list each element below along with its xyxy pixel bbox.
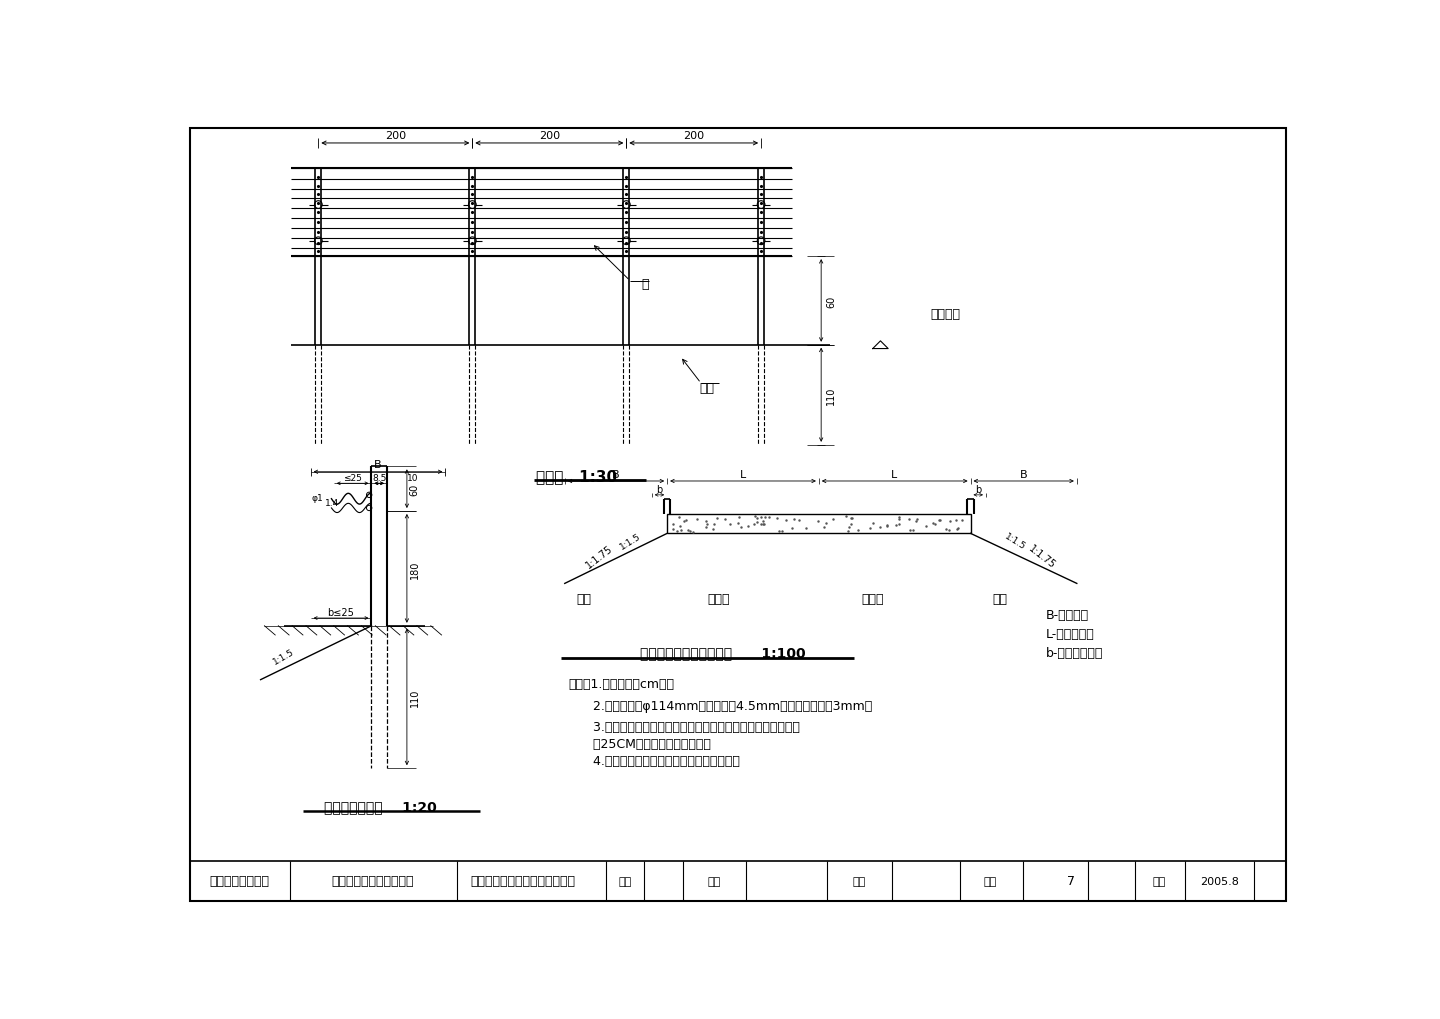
Text: 200: 200 [539, 131, 560, 141]
Text: 日期: 日期 [1152, 875, 1166, 886]
Text: 复核: 复核 [707, 875, 721, 886]
Text: B-路肩宽度: B-路肩宽度 [1045, 608, 1089, 622]
Text: 7: 7 [1067, 874, 1074, 888]
Text: b≤25: b≤25 [327, 607, 354, 618]
Text: L: L [891, 470, 897, 480]
Text: 10: 10 [408, 473, 419, 482]
Text: 说明：1.本图尺寸以cm计。: 说明：1.本图尺寸以cm计。 [569, 678, 674, 690]
Text: 4.当钢护栏设置在弯道时，立柱也应加密。: 4.当钢护栏设置在弯道时，立柱也应加密。 [569, 754, 740, 767]
Text: 60: 60 [409, 483, 419, 495]
Text: B: B [612, 470, 619, 480]
Text: L: L [740, 470, 746, 480]
Text: 审核: 审核 [852, 875, 865, 886]
Text: 板: 板 [642, 277, 649, 290]
Text: 200: 200 [683, 131, 704, 141]
Bar [667, 515, 971, 534]
Text: 打入式波形钢护栏通用图（二）: 打入式波形钢护栏通用图（二） [469, 874, 575, 888]
Text: 1:1.75: 1:1.75 [1027, 543, 1057, 571]
Text: 湖南省公路管理局: 湖南省公路管理局 [210, 874, 269, 888]
Text: 8.5: 8.5 [372, 473, 386, 482]
Text: 立面图   1:30: 立面图 1:30 [536, 469, 616, 484]
Text: 路肩: 路肩 [992, 593, 1008, 605]
Text: 行车道: 行车道 [707, 593, 730, 605]
Text: B: B [1020, 470, 1028, 480]
Text: 200: 200 [384, 131, 406, 141]
Text: 图号: 图号 [984, 875, 996, 886]
Text: 180: 180 [409, 559, 419, 578]
Text: 行车道: 行车道 [861, 593, 884, 605]
Text: φ1: φ1 [312, 493, 324, 502]
Text: 立柱: 立柱 [700, 381, 714, 394]
Text: 3.本图适用于土质路基、立柱外侧填土宽度在取消防阻块仍小: 3.本图适用于土质路基、立柱外侧填土宽度在取消防阻块仍小 [569, 720, 799, 734]
Text: ≤25: ≤25 [343, 473, 361, 482]
Text: 湖南省公路安全保障工程: 湖南省公路安全保障工程 [331, 874, 415, 888]
Text: 标准断面护栏布设位置图      1:100: 标准断面护栏布设位置图 1:100 [639, 646, 805, 660]
Text: b-立柱外侧宽度: b-立柱外侧宽度 [1045, 647, 1103, 659]
Text: 1:1.5: 1:1.5 [1004, 532, 1027, 551]
Text: 于25CM时设置钢护栏的情况。: 于25CM时设置钢护栏的情况。 [569, 738, 710, 750]
Text: L-行车道宽度: L-行车道宽度 [1045, 628, 1094, 640]
Text: 路肩: 路肩 [576, 593, 592, 605]
Text: b: b [975, 485, 982, 495]
Text: 110: 110 [409, 688, 419, 706]
Text: 路侧护栏大样图    1:20: 路侧护栏大样图 1:20 [324, 800, 436, 814]
Text: 2005.8: 2005.8 [1200, 875, 1238, 886]
Text: 设计: 设计 [618, 875, 631, 886]
Text: 2.立柱直径为φ114mm，立柱壁厚4.5mm，波钢板厚度为3mm。: 2.立柱直径为φ114mm，立柱壁厚4.5mm，波钢板厚度为3mm。 [569, 699, 871, 712]
Text: b: b [657, 485, 662, 495]
Text: B: B [374, 460, 382, 470]
Text: 路肩标高: 路肩标高 [930, 308, 960, 321]
Text: 1:1.5: 1:1.5 [272, 647, 295, 666]
Text: 1:1.75: 1:1.75 [585, 543, 615, 571]
Text: 1:1.5: 1:1.5 [618, 532, 642, 551]
Text: 60: 60 [827, 296, 837, 308]
Text: 1.4: 1.4 [324, 498, 338, 507]
Text: 110: 110 [827, 386, 837, 405]
